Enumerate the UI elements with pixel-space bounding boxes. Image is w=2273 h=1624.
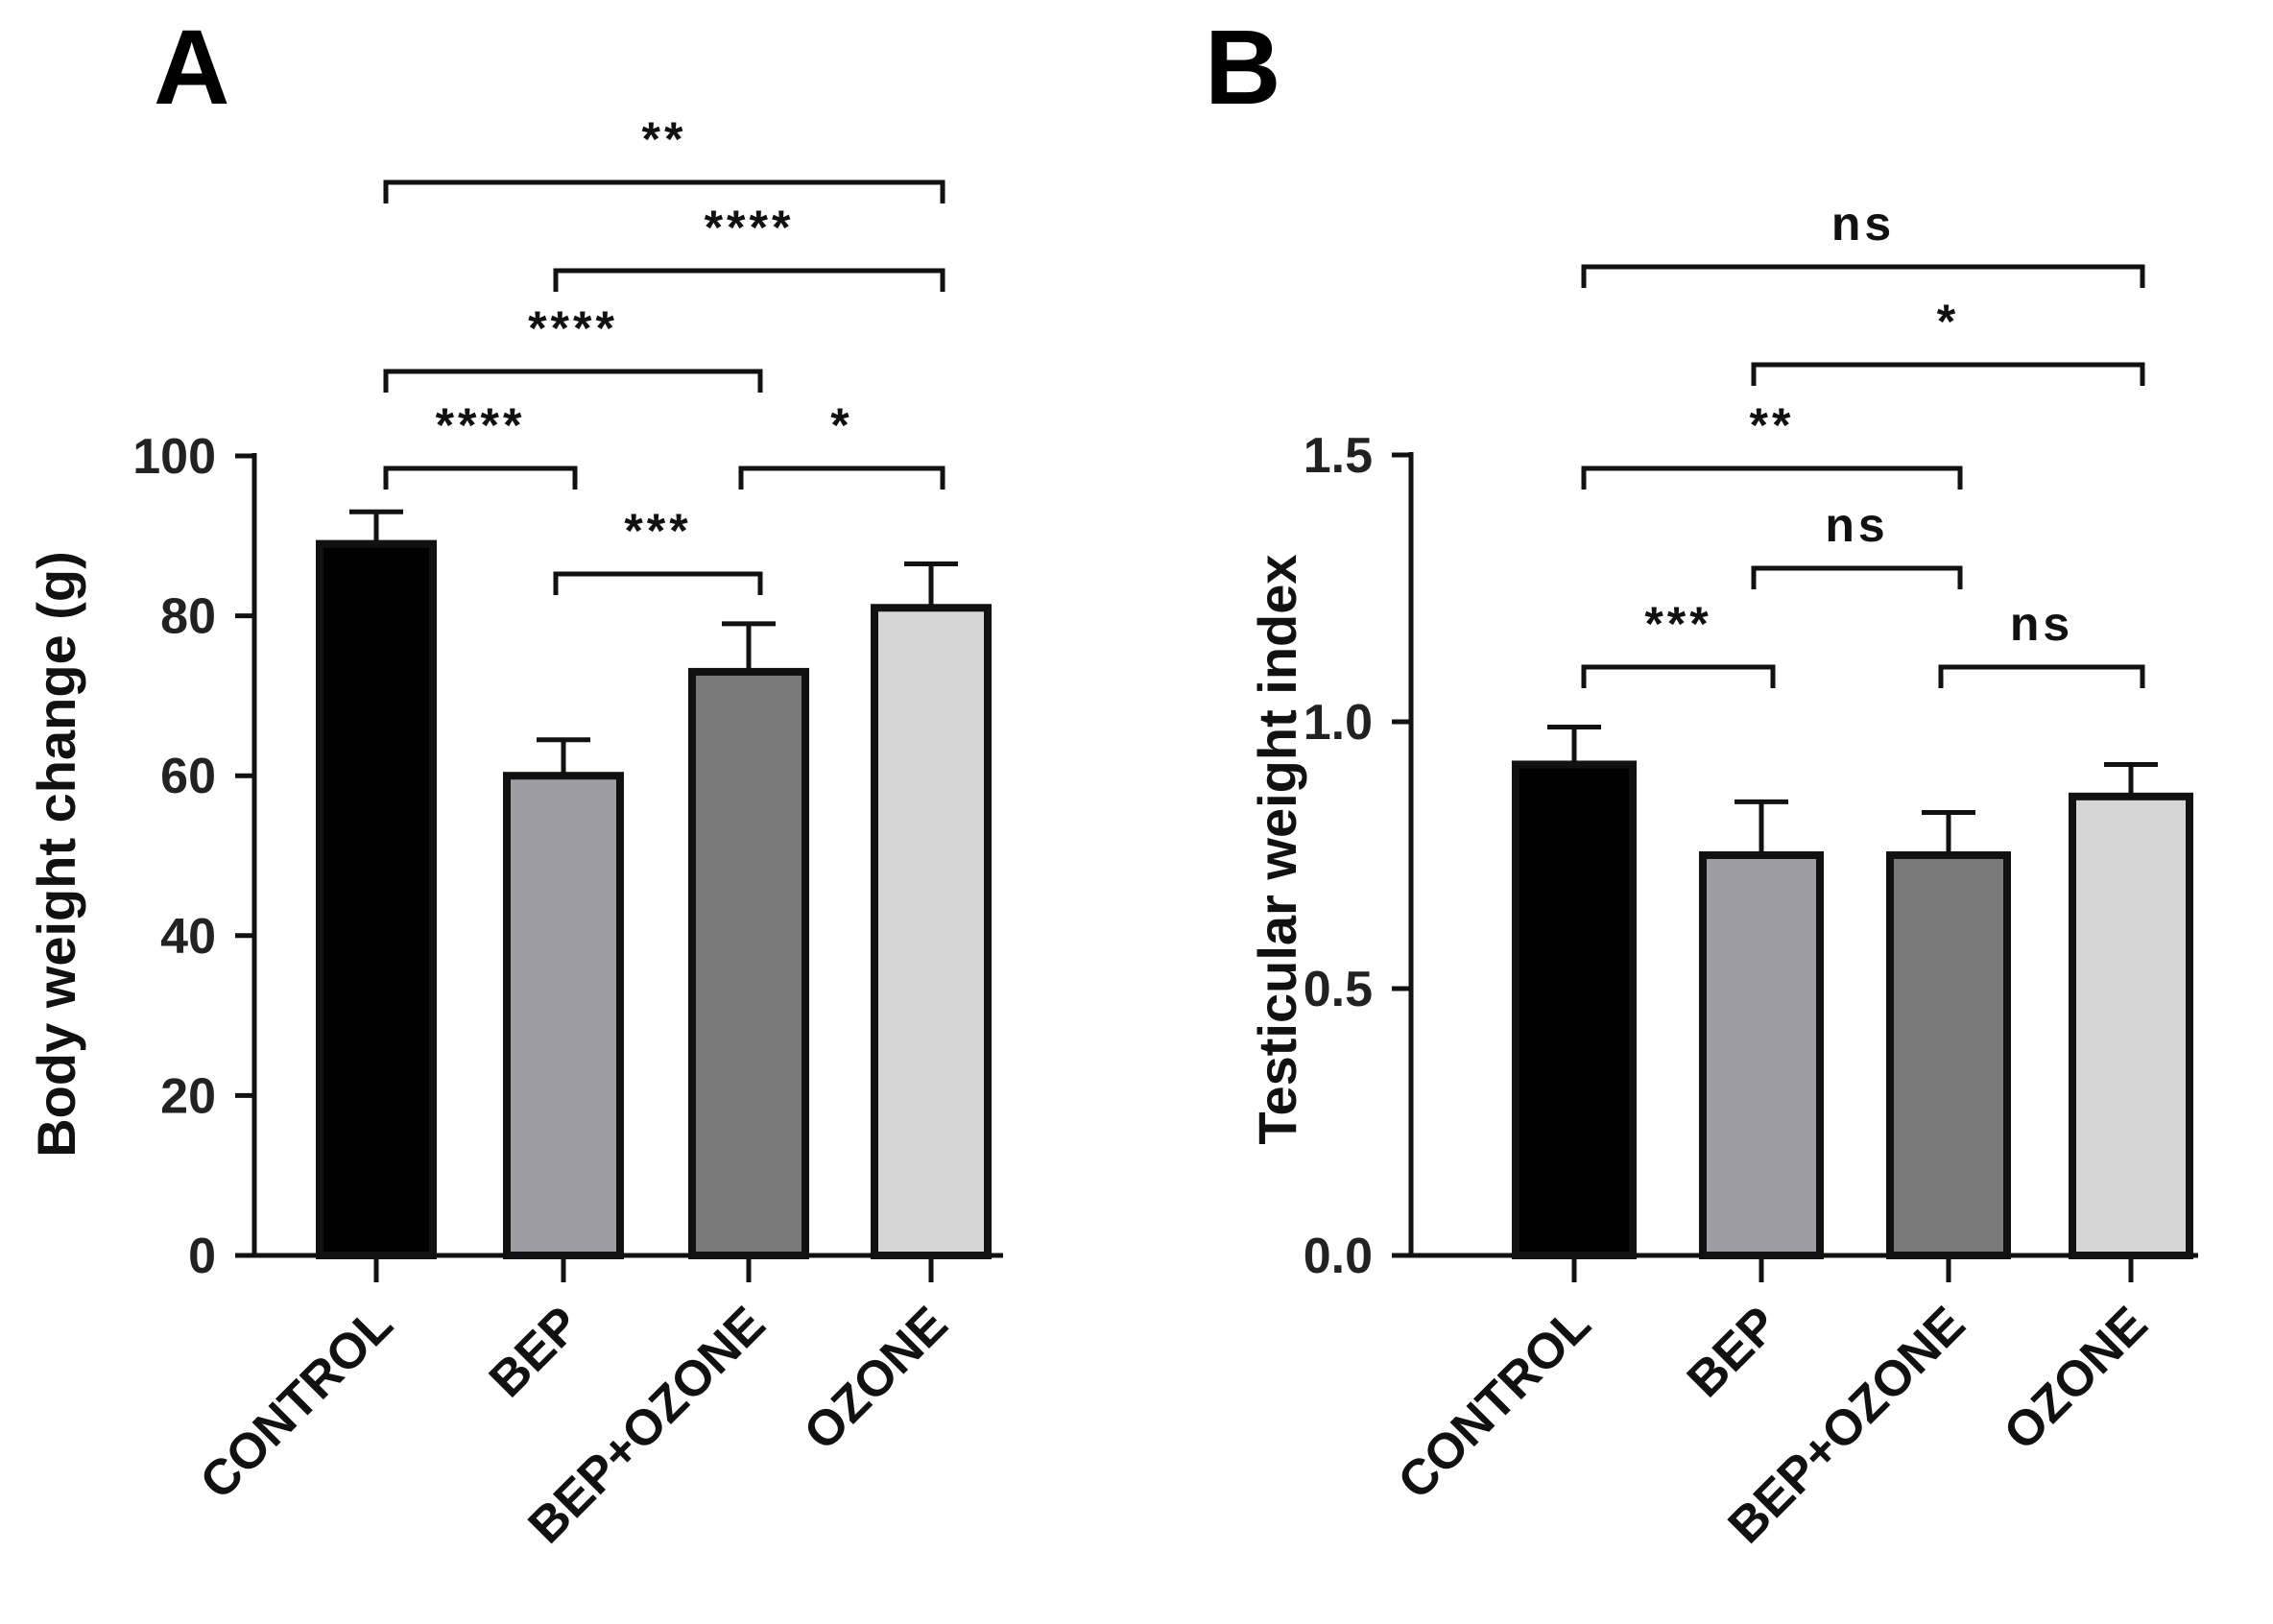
panel-letter: A: [154, 9, 229, 127]
y-tick-label: 1.0: [1304, 695, 1373, 751]
bar-control: [1512, 760, 1637, 1259]
significance-label: ****: [436, 398, 526, 452]
y-tick-label: 0.5: [1304, 962, 1373, 1017]
significance-bracket: [553, 268, 945, 292]
significance-label: *: [830, 398, 852, 452]
significance-bracket: [1581, 264, 2145, 288]
panel-b-testicular-index-chart: B Testicular weight index 0.0 0.5 1.0 1.5 CONT…: [1205, 9, 2198, 1554]
bar-bep: [503, 772, 624, 1259]
y-axis-title: Body weight change (g): [26, 551, 86, 1158]
bar-bep-ozone: [1886, 851, 2011, 1259]
bar-ozone: [871, 604, 992, 1259]
x-category-label: BEP: [479, 1296, 591, 1408]
x-category-label: CONTROL: [1388, 1296, 1602, 1510]
panel-a-body-weight-chart: A Body weight change (g) 0 20 40 60 80 100 CONTR…: [26, 9, 1003, 1554]
y-tick-label: 80: [160, 589, 216, 645]
bar-control: [316, 539, 437, 1259]
significance-label: **: [642, 112, 687, 166]
significance-label: ns: [1831, 197, 1895, 251]
significance-label: ns: [1825, 498, 1888, 552]
significance-label: ***: [624, 504, 691, 558]
x-category-label: CONTROL: [190, 1296, 404, 1510]
significance-bracket: [383, 179, 945, 203]
y-tick-label: 0.0: [1304, 1229, 1373, 1284]
significance-label: **: [1750, 398, 1795, 452]
x-category-label: OZONE: [794, 1296, 959, 1461]
significance-label: ****: [705, 201, 795, 254]
significance-bracket: [383, 466, 578, 490]
y-tick-label: 100: [132, 429, 216, 485]
significance-bracket: [738, 466, 945, 490]
bar-bep: [1699, 851, 1824, 1259]
y-tick-label: 40: [160, 909, 216, 965]
y-tick-label: 1.5: [1304, 428, 1373, 484]
x-category-label: OZONE: [1994, 1296, 2159, 1461]
significance-bracket: [1938, 664, 2145, 688]
y-axis-title: Testicular weight index: [1247, 554, 1307, 1144]
x-category-label: BEP: [1677, 1296, 1789, 1408]
panel-letter: B: [1205, 9, 1280, 127]
significance-label: *: [1937, 295, 1959, 348]
significance-bracket: [1581, 466, 1963, 490]
significance-label: ****: [528, 301, 618, 355]
significance-bracket: [1751, 565, 1963, 589]
y-tick-label: 20: [160, 1068, 216, 1124]
significance-label: ***: [1644, 597, 1711, 651]
significance-bracket: [1751, 362, 2145, 386]
significance-bracket: [553, 571, 763, 595]
significance-bracket: [383, 369, 763, 393]
significance-label: ns: [2010, 597, 2073, 651]
bar-ozone: [2069, 792, 2193, 1260]
bar-bep-ozone: [688, 667, 809, 1259]
significance-bracket: [1581, 664, 1776, 688]
y-tick-label: 0: [188, 1229, 216, 1284]
y-tick-label: 60: [160, 749, 216, 804]
